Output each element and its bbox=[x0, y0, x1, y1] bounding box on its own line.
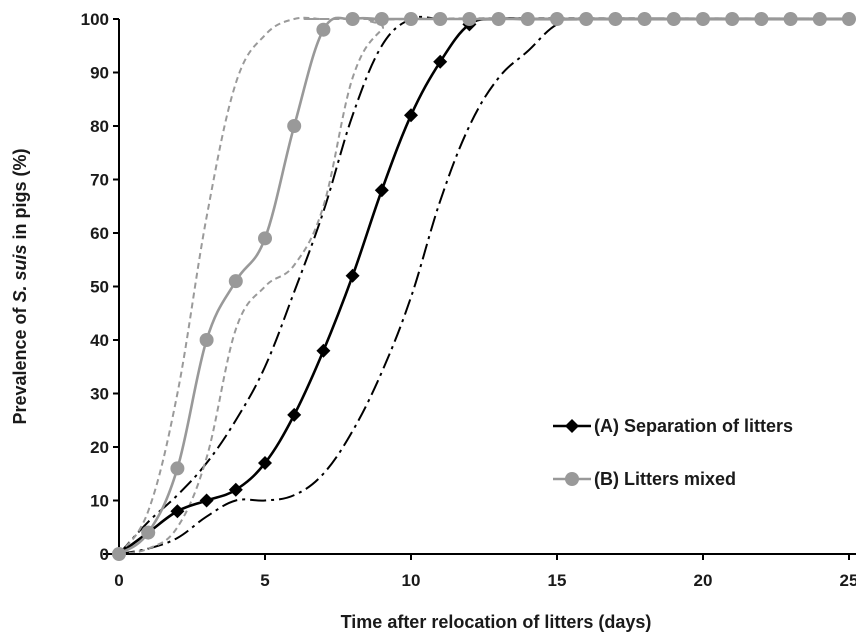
y-tick-label: 60 bbox=[90, 224, 109, 243]
bound-A-lower-line bbox=[118, 17, 850, 555]
y-tick-label: 50 bbox=[90, 278, 109, 297]
y-tick-label: 70 bbox=[90, 171, 109, 190]
circle-marker bbox=[316, 22, 331, 37]
x-tick-label: 10 bbox=[402, 571, 421, 590]
legend-item-b: (B) Litters mixed bbox=[553, 469, 736, 489]
circle-marker bbox=[199, 333, 214, 347]
series-1-line bbox=[118, 16, 849, 556]
circle-marker bbox=[112, 547, 126, 561]
circle-marker bbox=[842, 12, 856, 26]
bound-A-upper-line bbox=[118, 15, 849, 555]
legend: (A) Separation of litters (B) Litters mi… bbox=[553, 416, 793, 489]
ticks: 0 10 20 30 40 50 60 70 80 90 100 0 5 10 15 20 25 bbox=[81, 10, 856, 590]
bound-B-lower-line bbox=[118, 17, 850, 555]
x-tick-label: 15 bbox=[548, 571, 567, 590]
y-tick-label: 20 bbox=[90, 438, 109, 457]
diamond-marker bbox=[345, 268, 360, 283]
mean-series-lines bbox=[118, 16, 849, 556]
y-axis-title-species: S. suis bbox=[10, 244, 30, 302]
circle-marker bbox=[345, 12, 360, 26]
series-0-line bbox=[118, 17, 849, 556]
x-tick-label: 0 bbox=[114, 571, 123, 590]
y-axis-title-suffix: in pigs (%) bbox=[10, 148, 30, 244]
legend-item-a: (A) Separation of litters bbox=[553, 416, 793, 436]
y-axis-title: Prevalence of S. suis in pigs (%) bbox=[10, 148, 30, 424]
circle-marker bbox=[520, 12, 535, 26]
circle-marker bbox=[170, 461, 185, 476]
y-tick-label: 10 bbox=[90, 492, 109, 511]
circle-marker bbox=[550, 12, 564, 26]
x-tick-label: 25 bbox=[840, 571, 856, 590]
circle-marker bbox=[141, 525, 156, 540]
circle-marker bbox=[637, 12, 652, 26]
y-tick-label: 40 bbox=[90, 331, 109, 350]
circle-marker bbox=[433, 12, 448, 26]
circle-marker bbox=[228, 274, 243, 289]
x-tick-label: 5 bbox=[260, 571, 269, 590]
legend-label-b: (B) Litters mixed bbox=[594, 469, 736, 489]
diamond-marker bbox=[433, 54, 448, 69]
y-axis-title-prefix: Prevalence of bbox=[10, 302, 30, 424]
circle-marker bbox=[666, 12, 681, 26]
y-tick-label: 90 bbox=[90, 64, 109, 83]
confidence-bound-lines bbox=[118, 15, 850, 555]
circle-marker bbox=[812, 12, 827, 26]
y-tick-label: 30 bbox=[90, 385, 109, 404]
diamond-marker bbox=[287, 407, 302, 422]
diamond-marker bbox=[404, 108, 418, 123]
diamond-marker bbox=[374, 183, 389, 198]
x-tick-label: 20 bbox=[694, 571, 713, 590]
diamond-marker bbox=[258, 456, 272, 471]
circle-marker bbox=[783, 12, 798, 26]
diamond-marker bbox=[316, 343, 331, 358]
legend-label-a: (A) Separation of litters bbox=[594, 416, 793, 436]
circle-marker bbox=[579, 12, 594, 26]
circle-marker bbox=[754, 12, 769, 26]
legend-circle-marker bbox=[565, 472, 579, 486]
diamond-marker bbox=[228, 482, 243, 497]
circle-marker bbox=[287, 119, 302, 133]
circle-marker bbox=[462, 12, 477, 26]
circle-marker bbox=[491, 12, 506, 26]
circle-marker bbox=[404, 12, 418, 26]
y-tick-label: 100 bbox=[81, 10, 109, 29]
circle-marker bbox=[725, 12, 740, 26]
circle-marker bbox=[374, 12, 389, 26]
x-axis-title: Time after relocation of litters (days) bbox=[341, 612, 652, 632]
y-tick-label: 0 bbox=[100, 545, 109, 564]
diamond-marker bbox=[199, 493, 214, 508]
bound-B-upper-line bbox=[118, 16, 849, 555]
legend-diamond-marker bbox=[565, 419, 579, 433]
circle-marker bbox=[696, 12, 710, 26]
axes bbox=[103, 19, 856, 555]
diamond-marker bbox=[170, 504, 185, 519]
data-markers bbox=[112, 12, 856, 561]
y-tick-label: 80 bbox=[90, 117, 109, 136]
circle-marker bbox=[258, 231, 272, 246]
circle-marker bbox=[608, 12, 623, 26]
